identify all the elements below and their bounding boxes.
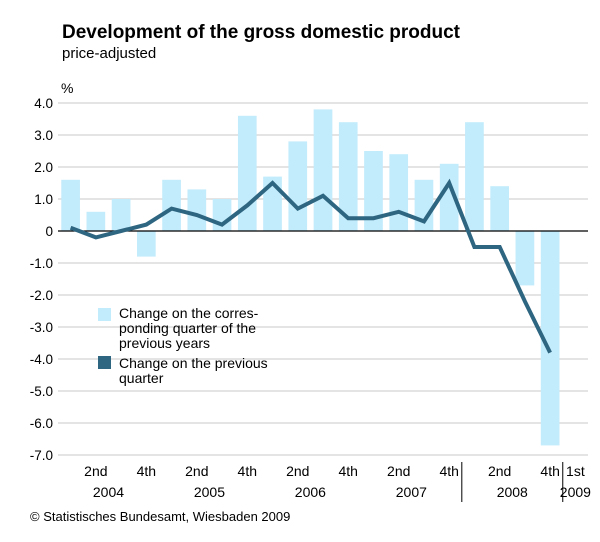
bar — [111, 199, 131, 231]
x-tick-label: 4th — [339, 463, 358, 479]
line-series — [69, 178, 552, 354]
y-tick-label: 3.0 — [34, 128, 53, 143]
y-tick-label: -7.0 — [30, 448, 53, 463]
bar — [187, 189, 207, 231]
x-tick-label: 4th — [137, 463, 156, 479]
bar — [313, 109, 333, 231]
y-tick-label: -3.0 — [30, 320, 53, 335]
bar — [389, 154, 409, 231]
y-tick-label: -2.0 — [30, 288, 53, 303]
x-tick-label: 2nd — [286, 463, 309, 479]
bar — [338, 122, 358, 231]
bar — [288, 141, 308, 231]
year-label: 2004 — [93, 484, 124, 500]
source-note: © Statistisches Bundesamt, Wiesbaden 200… — [30, 509, 291, 524]
legend-label-bars: previous years — [119, 335, 210, 351]
y-axis-unit-label: % — [61, 80, 73, 96]
legend-swatch-line — [98, 356, 111, 369]
y-tick-label: 1.0 — [34, 192, 53, 207]
x-tick-label: 1st — [566, 463, 585, 479]
y-tick-label: -1.0 — [30, 256, 53, 271]
legend-label-bars: ponding quarter of the — [119, 320, 256, 336]
bar — [162, 179, 181, 231]
legend-swatch-bars — [98, 308, 111, 321]
year-label: 2005 — [194, 484, 225, 500]
bar — [364, 151, 383, 231]
y-tick-label: 4.0 — [34, 96, 53, 111]
chart-subtitle: price-adjusted — [62, 45, 157, 62]
legend-label-line: quarter — [119, 370, 164, 386]
bar — [540, 231, 560, 446]
x-tick-label: 2nd — [185, 463, 208, 479]
year-label: 2008 — [497, 484, 528, 500]
y-tick-label: 0 — [45, 224, 53, 239]
x-tick-label: 2nd — [84, 463, 107, 479]
x-tick-label: 2nd — [488, 463, 511, 479]
bar — [86, 211, 106, 231]
y-tick-label: -5.0 — [30, 384, 53, 399]
x-tick-label: 2nd — [387, 463, 410, 479]
bar — [136, 231, 156, 257]
year-label: 2007 — [396, 484, 427, 500]
legend-label-bars: Change on the corres- — [119, 305, 259, 321]
bar — [490, 186, 510, 231]
x-tick-label: 4th — [238, 463, 257, 479]
bar — [237, 115, 257, 231]
x-tick-label: 4th — [540, 463, 559, 479]
year-label: 2006 — [295, 484, 326, 500]
bar — [439, 163, 459, 231]
y-tick-label: -4.0 — [30, 352, 53, 367]
bar — [515, 231, 535, 286]
y-tick-label: -6.0 — [30, 416, 53, 431]
y-tick-label: 2.0 — [34, 160, 53, 175]
year-label: 2009 — [560, 484, 591, 500]
bar — [61, 179, 80, 231]
chart-title: Development of the gross domestic produc… — [62, 22, 460, 43]
legend-label-line: Change on the previous — [119, 355, 268, 371]
x-tick-label: 4th — [439, 463, 458, 479]
bar — [465, 122, 484, 231]
